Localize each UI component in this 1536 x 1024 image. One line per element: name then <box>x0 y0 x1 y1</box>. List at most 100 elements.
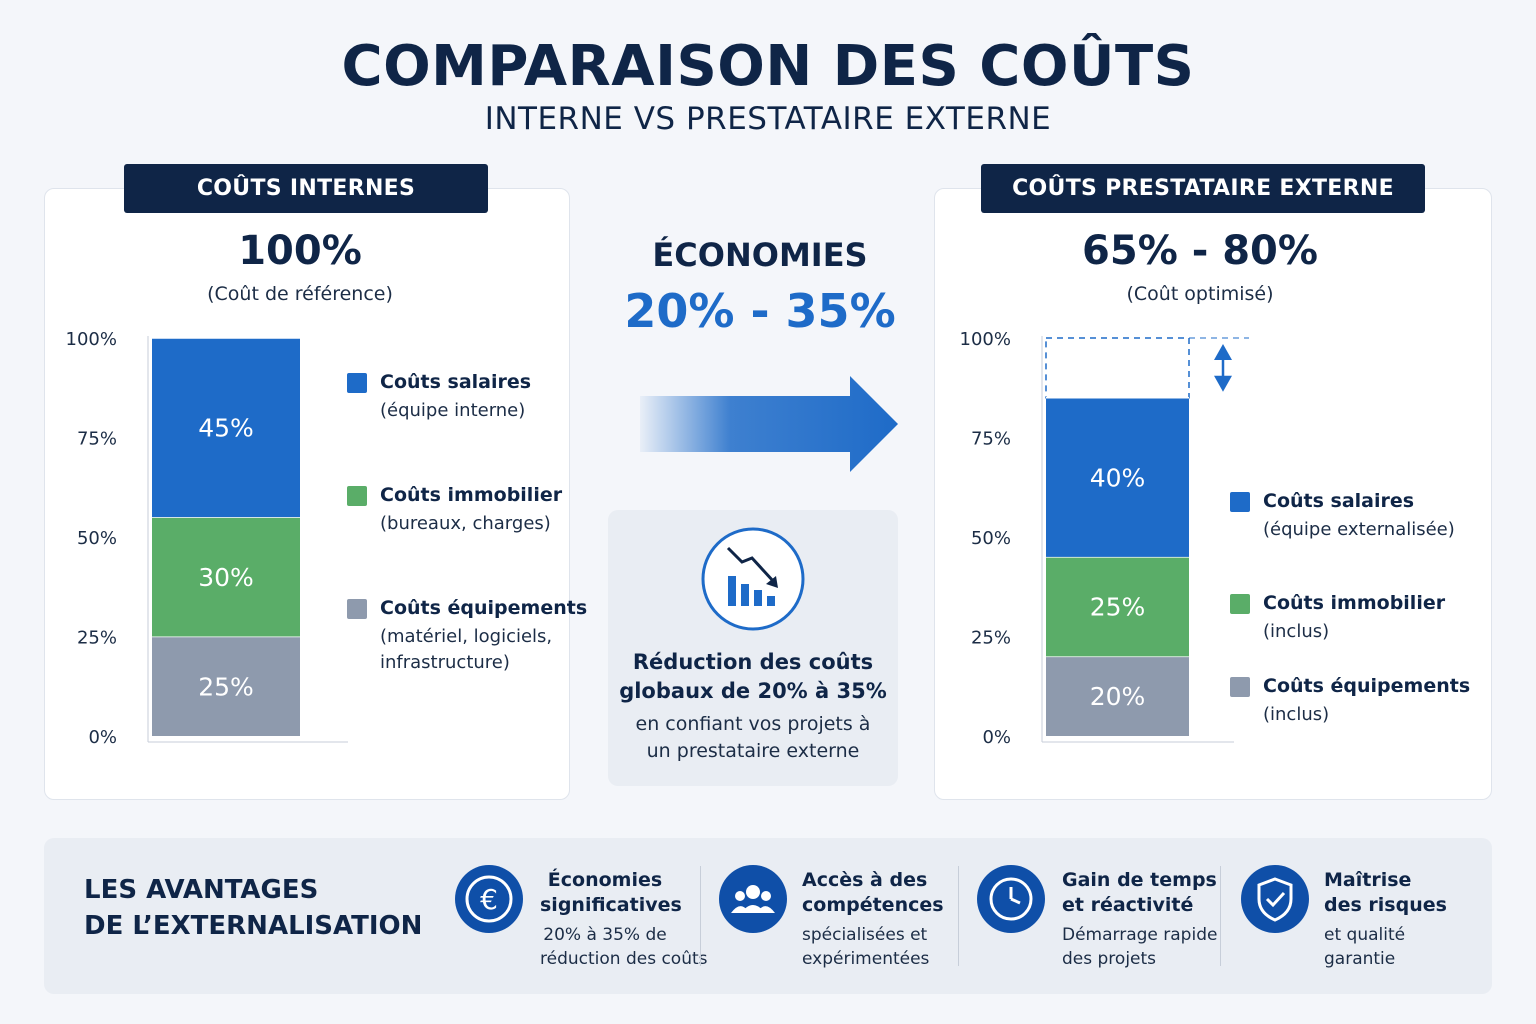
advantage-desc-line: spécialisées et <box>802 925 928 945</box>
legend-swatch <box>1230 594 1250 614</box>
y-tick-label: 50% <box>971 528 1011 549</box>
segment-label: 30% <box>198 563 254 592</box>
bar-segment <box>152 517 300 637</box>
clock-icon <box>977 865 1045 933</box>
savings-info-box: Réduction des coûts globaux de 20% à 35%… <box>608 510 898 786</box>
legend-desc: (bureaux, charges) <box>380 511 551 537</box>
advantage-separator <box>958 866 959 966</box>
savings-box-title: Réduction des coûts globaux de 20% à 35% <box>608 648 898 706</box>
y-tick-label: 25% <box>77 628 117 649</box>
advantage-title-line: Économies <box>547 869 663 891</box>
advantage-title-line: et réactivité <box>1062 894 1194 916</box>
advantage-desc-line: expérimentées <box>802 949 930 969</box>
segment-label: 45% <box>198 414 254 443</box>
segment-label: 20% <box>1090 682 1146 711</box>
y-tick-label: 75% <box>971 429 1011 450</box>
legend-title: Coûts équipements <box>1263 675 1471 697</box>
page-title: COMPARAISON DES COÛTS <box>341 34 1195 99</box>
savings-arrow-down <box>1214 375 1232 392</box>
legend-desc: (inclus) <box>1263 619 1329 645</box>
team-icon <box>719 865 787 933</box>
external-cost-chart: 0% 25% 50% 75% 100% 20% 25% 40% <box>960 329 1249 748</box>
advantage-desc: spécialisées et expérimentées <box>802 923 936 971</box>
legend-title: Coûts salaires <box>380 371 532 393</box>
savings-box-desc: en confiant vos projets à un prestataire… <box>608 711 898 765</box>
savings-range: 20% - 35% <box>624 284 896 338</box>
savings-box-desc-line1: en confiant vos projets à <box>635 713 871 735</box>
legend-swatch <box>1230 492 1250 512</box>
y-tick-label: 0% <box>982 727 1011 748</box>
segment-label: 25% <box>1090 593 1146 622</box>
legend-swatch <box>347 486 367 506</box>
internal-costs-card <box>44 188 570 800</box>
y-tick-label: 25% <box>971 628 1011 649</box>
advantage-desc-line: garantie <box>1324 949 1396 969</box>
legend-desc: (équipe interne) <box>380 398 525 424</box>
legend-title: Coûts immobilier <box>380 484 563 506</box>
advantage-desc: Démarrage rapide des projets <box>1062 923 1218 971</box>
advantage-desc: et qualité garantie <box>1324 923 1434 971</box>
y-tick-label: 0% <box>88 727 117 748</box>
bar-segment <box>152 338 300 518</box>
bar-segment <box>1046 656 1189 736</box>
advantages-title: LES AVANTAGES DE L’EXTERNALISATION <box>84 872 422 944</box>
advantage-desc-line: réduction des coûts <box>540 949 708 969</box>
advantage-title-line: des risques <box>1324 894 1447 916</box>
legend-swatch <box>347 373 367 393</box>
advantage-title-line: significatives <box>540 894 682 916</box>
savings-box-title-line1: Réduction des coûts <box>632 650 874 674</box>
advantage-desc-line: Démarrage rapide <box>1062 925 1218 945</box>
advantage-title: Maîtrise des risques <box>1324 868 1447 918</box>
segment-label: 25% <box>198 672 254 701</box>
internal-total-caption: (Coût de référence) <box>207 283 393 305</box>
advantages-title-line1: LES AVANTAGES <box>84 875 319 905</box>
legend-title: Coûts salaires <box>1263 490 1415 512</box>
y-tick-label: 100% <box>960 329 1011 350</box>
legend-desc: (inclus) <box>1263 702 1329 728</box>
savings-arrow-up <box>1214 344 1232 360</box>
external-costs-card <box>934 188 1492 800</box>
chart-down-icon <box>701 527 805 631</box>
legend-desc-line: (bureaux, charges) <box>380 513 551 534</box>
legend-desc-line: infrastructure) <box>380 652 510 673</box>
internal-cost-chart: 0% 25% 50% 75% 100% 25% 30% 45% <box>66 329 348 748</box>
internal-total: 100% <box>238 228 362 274</box>
legend-desc-line: (inclus) <box>1263 621 1330 642</box>
advantage-title-line: Maîtrise <box>1324 869 1412 891</box>
savings-box-desc-line2: un prestataire externe <box>646 740 860 762</box>
advantages-title-line2: DE L’EXTERNALISATION <box>84 911 423 941</box>
svg-text:€: € <box>480 883 498 916</box>
legend-desc-line: (matériel, logiciels, <box>380 626 553 647</box>
external-total-caption: (Coût optimisé) <box>1126 283 1274 305</box>
advantage-title-line: Accès à des <box>802 869 928 891</box>
shield-check-icon <box>1241 865 1309 933</box>
advantage-desc: 20% à 35% de réduction des coûts <box>540 923 708 971</box>
advantage-desc-line: et qualité <box>1324 925 1406 945</box>
advantage-separator <box>700 866 701 966</box>
legend-desc-line: (inclus) <box>1263 704 1330 725</box>
arrow-right-icon <box>640 376 898 472</box>
bar-segment <box>1046 397 1189 557</box>
legend-swatch <box>347 599 367 619</box>
legend-swatch <box>1230 677 1250 697</box>
savings-box-title-line2: globaux de 20% à 35% <box>619 679 887 703</box>
reference-outline <box>1045 337 1190 399</box>
bar-segment <box>1046 556 1189 657</box>
legend-title: Coûts immobilier <box>1263 592 1446 614</box>
legend-desc: (équipe externalisée) <box>1263 517 1455 543</box>
advantage-title: Économies significatives <box>540 868 682 918</box>
external-total: 65% - 80% <box>1082 228 1318 274</box>
external-costs-tab: COÛTS PRESTATAIRE EXTERNE <box>981 164 1425 213</box>
advantage-title-line: compétences <box>802 894 944 916</box>
y-tick-label: 50% <box>77 528 117 549</box>
advantage-title: Gain de temps et réactivité <box>1062 868 1217 918</box>
legend-title: Coûts équipements <box>380 597 588 619</box>
legend-desc-line: (équipe externalisée) <box>1263 519 1455 540</box>
savings-label: ÉCONOMIES <box>652 236 868 274</box>
euro-icon: € <box>455 865 523 933</box>
y-tick-label: 100% <box>66 329 117 350</box>
page-subtitle: INTERNE VS PRESTATAIRE EXTERNE <box>484 101 1052 137</box>
internal-costs-tab: COÛTS INTERNES <box>124 164 488 213</box>
advantage-separator <box>1220 866 1221 966</box>
advantage-desc-line: des projets <box>1062 949 1157 969</box>
